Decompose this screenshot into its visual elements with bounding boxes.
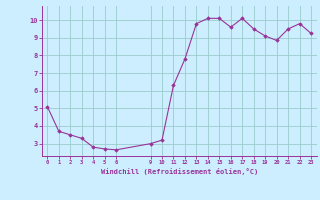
X-axis label: Windchill (Refroidissement éolien,°C): Windchill (Refroidissement éolien,°C) bbox=[100, 168, 258, 175]
